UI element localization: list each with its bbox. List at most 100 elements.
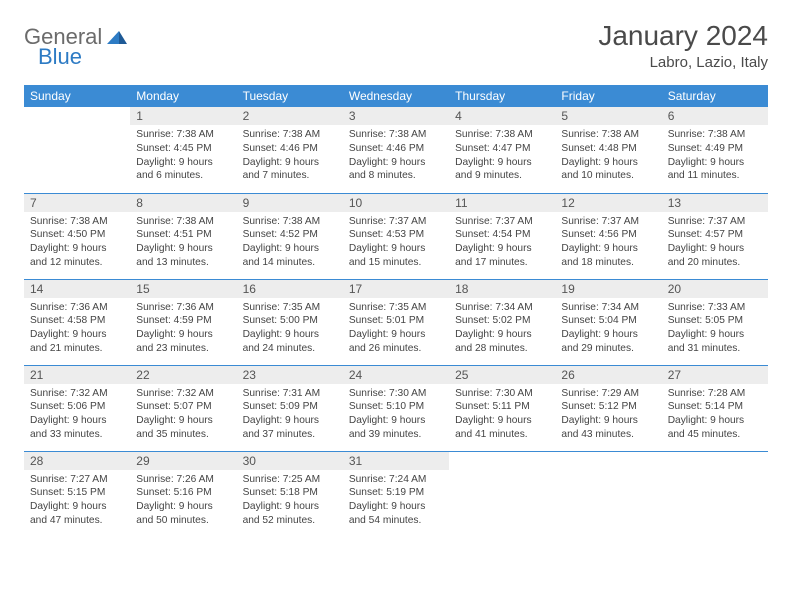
calendar-row: 28Sunrise: 7:27 AMSunset: 5:15 PMDayligh… xyxy=(24,451,768,537)
sunrise-text: Sunrise: 7:35 AM xyxy=(243,301,337,315)
sunrise-text: Sunrise: 7:38 AM xyxy=(561,128,655,142)
daylight-line1: Daylight: 9 hours xyxy=(243,328,337,342)
sunset-text: Sunset: 4:56 PM xyxy=(561,228,655,242)
sunrise-text: Sunrise: 7:37 AM xyxy=(455,215,549,229)
daylight-line2: and 20 minutes. xyxy=(668,256,762,270)
daylight-line2: and 41 minutes. xyxy=(455,428,549,442)
day-number xyxy=(662,452,768,470)
daylight-line1: Daylight: 9 hours xyxy=(136,414,230,428)
daylight-line1: Daylight: 9 hours xyxy=(349,156,443,170)
day-number: 6 xyxy=(662,107,768,125)
sunset-text: Sunset: 4:45 PM xyxy=(136,142,230,156)
sunrise-text: Sunrise: 7:32 AM xyxy=(30,387,124,401)
daylight-line1: Daylight: 9 hours xyxy=(561,328,655,342)
calendar-cell: 21Sunrise: 7:32 AMSunset: 5:06 PMDayligh… xyxy=(24,365,130,451)
calendar-cell: 19Sunrise: 7:34 AMSunset: 5:04 PMDayligh… xyxy=(555,279,661,365)
sunrise-text: Sunrise: 7:38 AM xyxy=(136,215,230,229)
day-body: Sunrise: 7:34 AMSunset: 5:04 PMDaylight:… xyxy=(555,298,661,360)
day-number: 17 xyxy=(343,280,449,298)
daylight-line1: Daylight: 9 hours xyxy=(668,156,762,170)
location-text: Labro, Lazio, Italy xyxy=(598,54,768,71)
day-number: 21 xyxy=(24,366,130,384)
daylight-line2: and 6 minutes. xyxy=(136,169,230,183)
daylight-line2: and 29 minutes. xyxy=(561,342,655,356)
day-body: Sunrise: 7:38 AMSunset: 4:51 PMDaylight:… xyxy=(130,212,236,274)
daylight-line2: and 39 minutes. xyxy=(349,428,443,442)
daylight-line2: and 37 minutes. xyxy=(243,428,337,442)
day-body: Sunrise: 7:28 AMSunset: 5:14 PMDaylight:… xyxy=(662,384,768,446)
calendar-row: 7Sunrise: 7:38 AMSunset: 4:50 PMDaylight… xyxy=(24,193,768,279)
daylight-line2: and 50 minutes. xyxy=(136,514,230,528)
day-number: 18 xyxy=(449,280,555,298)
weekday-header: Sunday xyxy=(24,85,130,107)
sunset-text: Sunset: 4:46 PM xyxy=(349,142,443,156)
daylight-line1: Daylight: 9 hours xyxy=(30,242,124,256)
sunrise-text: Sunrise: 7:38 AM xyxy=(243,128,337,142)
day-number: 10 xyxy=(343,194,449,212)
calendar-cell xyxy=(24,107,130,193)
calendar-cell: 22Sunrise: 7:32 AMSunset: 5:07 PMDayligh… xyxy=(130,365,236,451)
daylight-line2: and 15 minutes. xyxy=(349,256,443,270)
daylight-line2: and 11 minutes. xyxy=(668,169,762,183)
daylight-line2: and 12 minutes. xyxy=(30,256,124,270)
weekday-header: Thursday xyxy=(449,85,555,107)
calendar-cell: 3Sunrise: 7:38 AMSunset: 4:46 PMDaylight… xyxy=(343,107,449,193)
daylight-line2: and 54 minutes. xyxy=(349,514,443,528)
sunrise-text: Sunrise: 7:29 AM xyxy=(561,387,655,401)
sunset-text: Sunset: 5:12 PM xyxy=(561,400,655,414)
calendar-table: Sunday Monday Tuesday Wednesday Thursday… xyxy=(24,85,768,537)
sunset-text: Sunset: 5:05 PM xyxy=(668,314,762,328)
day-number: 15 xyxy=(130,280,236,298)
calendar-cell: 26Sunrise: 7:29 AMSunset: 5:12 PMDayligh… xyxy=(555,365,661,451)
sunrise-text: Sunrise: 7:38 AM xyxy=(30,215,124,229)
sunset-text: Sunset: 5:07 PM xyxy=(136,400,230,414)
daylight-line1: Daylight: 9 hours xyxy=(136,242,230,256)
day-number: 23 xyxy=(237,366,343,384)
calendar-cell: 31Sunrise: 7:24 AMSunset: 5:19 PMDayligh… xyxy=(343,451,449,537)
daylight-line1: Daylight: 9 hours xyxy=(668,242,762,256)
day-number: 28 xyxy=(24,452,130,470)
day-number: 2 xyxy=(237,107,343,125)
daylight-line2: and 14 minutes. xyxy=(243,256,337,270)
daylight-line1: Daylight: 9 hours xyxy=(349,500,443,514)
daylight-line2: and 33 minutes. xyxy=(30,428,124,442)
daylight-line1: Daylight: 9 hours xyxy=(455,414,549,428)
sunset-text: Sunset: 4:49 PM xyxy=(668,142,762,156)
calendar-cell: 24Sunrise: 7:30 AMSunset: 5:10 PMDayligh… xyxy=(343,365,449,451)
day-number: 29 xyxy=(130,452,236,470)
sunset-text: Sunset: 5:04 PM xyxy=(561,314,655,328)
calendar-cell: 16Sunrise: 7:35 AMSunset: 5:00 PMDayligh… xyxy=(237,279,343,365)
calendar-cell: 18Sunrise: 7:34 AMSunset: 5:02 PMDayligh… xyxy=(449,279,555,365)
calendar-cell: 7Sunrise: 7:38 AMSunset: 4:50 PMDaylight… xyxy=(24,193,130,279)
daylight-line1: Daylight: 9 hours xyxy=(561,414,655,428)
sunrise-text: Sunrise: 7:38 AM xyxy=(455,128,549,142)
day-body: Sunrise: 7:38 AMSunset: 4:46 PMDaylight:… xyxy=(343,125,449,187)
daylight-line1: Daylight: 9 hours xyxy=(561,156,655,170)
day-body: Sunrise: 7:36 AMSunset: 4:59 PMDaylight:… xyxy=(130,298,236,360)
daylight-line1: Daylight: 9 hours xyxy=(349,242,443,256)
sunrise-text: Sunrise: 7:30 AM xyxy=(455,387,549,401)
logo-part2: Blue xyxy=(38,44,82,69)
calendar-cell: 12Sunrise: 7:37 AMSunset: 4:56 PMDayligh… xyxy=(555,193,661,279)
calendar-cell: 9Sunrise: 7:38 AMSunset: 4:52 PMDaylight… xyxy=(237,193,343,279)
sunset-text: Sunset: 4:51 PM xyxy=(136,228,230,242)
day-body: Sunrise: 7:37 AMSunset: 4:56 PMDaylight:… xyxy=(555,212,661,274)
sunset-text: Sunset: 5:10 PM xyxy=(349,400,443,414)
sunset-text: Sunset: 4:58 PM xyxy=(30,314,124,328)
day-body: Sunrise: 7:38 AMSunset: 4:50 PMDaylight:… xyxy=(24,212,130,274)
sunrise-text: Sunrise: 7:38 AM xyxy=(243,215,337,229)
sunset-text: Sunset: 5:01 PM xyxy=(349,314,443,328)
daylight-line2: and 18 minutes. xyxy=(561,256,655,270)
sunrise-text: Sunrise: 7:37 AM xyxy=(668,215,762,229)
daylight-line2: and 21 minutes. xyxy=(30,342,124,356)
day-body: Sunrise: 7:29 AMSunset: 5:12 PMDaylight:… xyxy=(555,384,661,446)
sunrise-text: Sunrise: 7:26 AM xyxy=(136,473,230,487)
daylight-line1: Daylight: 9 hours xyxy=(243,242,337,256)
daylight-line1: Daylight: 9 hours xyxy=(349,414,443,428)
sunset-text: Sunset: 5:19 PM xyxy=(349,486,443,500)
sunset-text: Sunset: 5:15 PM xyxy=(30,486,124,500)
day-number xyxy=(555,452,661,470)
sunset-text: Sunset: 4:50 PM xyxy=(30,228,124,242)
day-body: Sunrise: 7:38 AMSunset: 4:48 PMDaylight:… xyxy=(555,125,661,187)
calendar-cell: 29Sunrise: 7:26 AMSunset: 5:16 PMDayligh… xyxy=(130,451,236,537)
